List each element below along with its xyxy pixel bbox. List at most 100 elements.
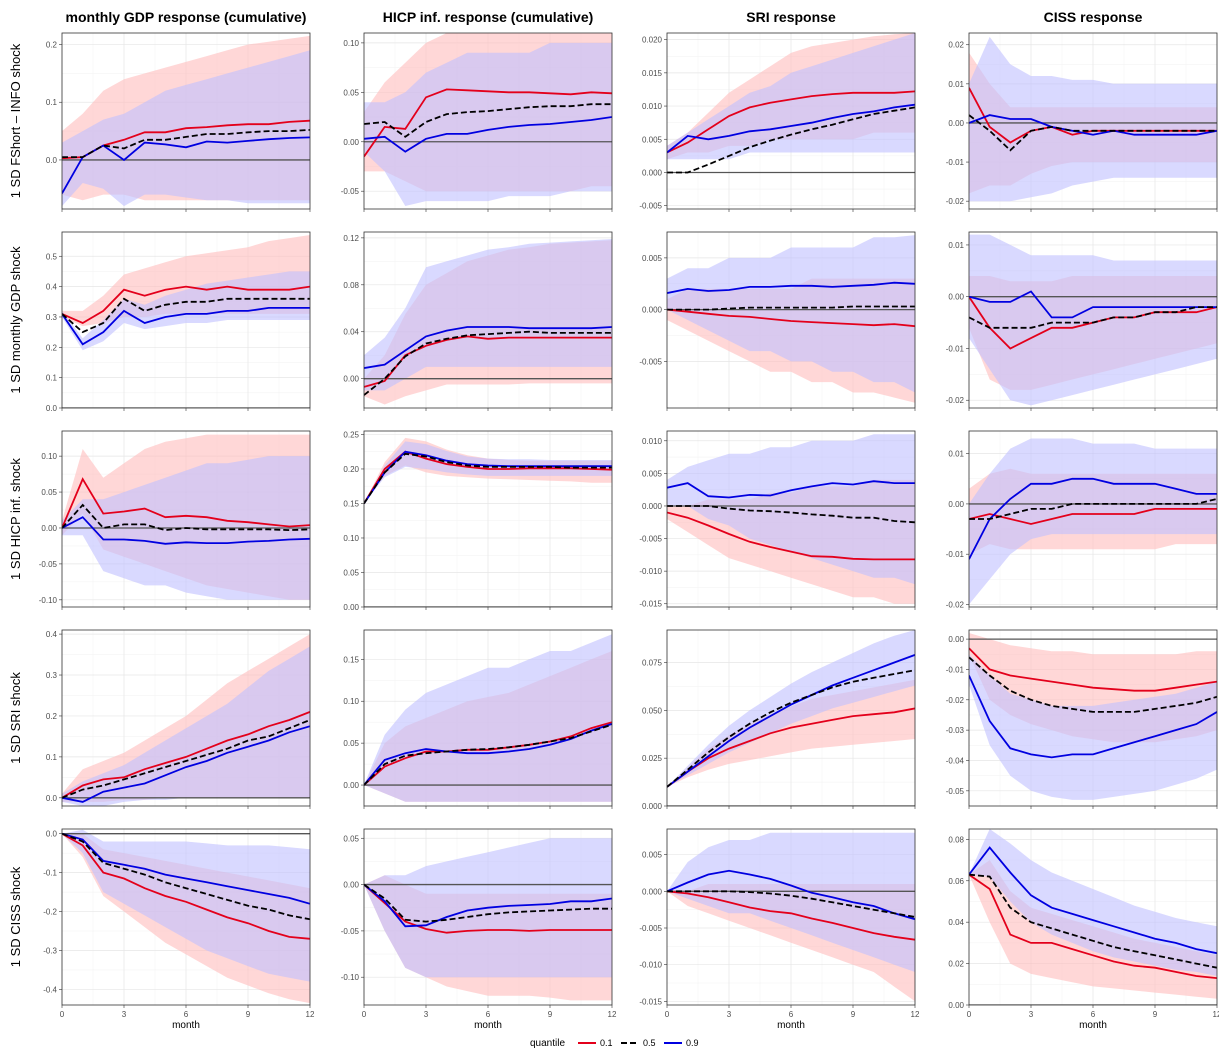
- panel-r2-c2: -0.015 -0.010 -0.005 0.000 0.005 0.010: [639, 430, 916, 610]
- y-tick-label: -0.01: [946, 344, 965, 353]
- line-q01: [62, 285, 310, 325]
- y-tick-label: 0.5: [46, 252, 58, 261]
- y-tick-label: 0.01: [948, 450, 964, 459]
- y-tick-label: 0.020: [642, 36, 663, 45]
- y-tick-label: 0.0: [46, 830, 58, 839]
- y-tick-label: 0.005: [642, 135, 663, 144]
- y-tick-label: 0.10: [343, 39, 359, 48]
- y-tick-label: 0.00: [343, 375, 359, 384]
- y-tick-label: 0.3: [46, 671, 58, 680]
- line-q01: [969, 873, 1217, 979]
- panel-r2-c3: -0.02 -0.01 0.00 0.01: [946, 430, 1218, 610]
- line-q09: [667, 103, 915, 154]
- line-q05: [364, 452, 612, 504]
- y-tick-label: -0.015: [639, 600, 662, 609]
- y-tick-label: 0.00: [948, 500, 964, 509]
- row-title-4: 1 SD CISS shock: [8, 866, 23, 967]
- y-tick-label: 0.1: [46, 753, 58, 762]
- line-q05: [969, 873, 1217, 969]
- panel-r1-c3: -0.02 -0.01 0.00 0.01: [946, 231, 1218, 411]
- panel-plot-area: [969, 234, 1217, 406]
- y-tick-label: 0.06: [948, 877, 964, 886]
- y-tick-label: -0.02: [946, 396, 965, 405]
- band-q09: [969, 36, 1217, 202]
- y-tick-label: 0.05: [41, 488, 57, 497]
- y-tick-label: -0.01: [946, 550, 965, 559]
- line-q09: [364, 883, 612, 928]
- line-q09: [969, 846, 1217, 955]
- panel-r4-c0: -0.4 -0.3 -0.2 -0.1 0.0 0 3 6 9 12 month: [43, 828, 315, 1031]
- line-q05: [364, 723, 612, 786]
- panel-r4-c3: 0.00 0.02 0.04 0.06 0.08 0 3 6 9 12 month: [948, 828, 1219, 1031]
- line-q05: [969, 306, 1217, 329]
- y-tick-label: -0.02: [946, 197, 965, 206]
- band-q09: [667, 33, 915, 160]
- line-q09: [667, 654, 915, 788]
- panel-r1-c2: -0.005 0.000 0.005: [639, 231, 916, 411]
- y-tick-label: 0.4: [46, 283, 58, 292]
- line-q09: [667, 281, 915, 294]
- y-tick-label: -0.1: [43, 869, 57, 878]
- band-q01: [667, 679, 915, 787]
- x-axis-label: month: [777, 1020, 805, 1031]
- y-tick-label: 0.2: [46, 712, 58, 721]
- line-q01: [62, 477, 310, 529]
- line-q05: [62, 719, 310, 799]
- y-tick-label: 0.05: [343, 739, 359, 748]
- legend: quantile 0.1 0.5 0.9: [530, 1038, 699, 1049]
- panel-plot-area: [364, 634, 612, 802]
- row-title-2: 1 SD HICP inf. shock: [8, 458, 23, 580]
- y-tick-label: 0.005: [642, 254, 663, 263]
- line-q09: [667, 869, 915, 921]
- panel-plot-area: [969, 438, 1217, 605]
- y-tick-label: 0.000: [642, 168, 663, 177]
- y-tick-label: -0.01: [946, 158, 965, 167]
- y-tick-label: -0.01: [946, 665, 965, 674]
- panel-r2-c1: 0.00 0.05 0.10 0.15 0.20 0.25: [343, 430, 613, 612]
- line-q09: [62, 136, 310, 194]
- line-q01: [667, 707, 915, 788]
- y-tick-label: 0.1: [46, 98, 58, 107]
- x-tick-label: 12: [306, 1010, 315, 1019]
- band-q09: [364, 42, 612, 207]
- y-tick-label: -0.010: [639, 961, 662, 970]
- y-tick-label: -0.05: [341, 187, 360, 196]
- y-tick-label: -0.02: [946, 696, 965, 705]
- row-title-0: 1 SD FShort – INFO shock: [8, 43, 23, 198]
- line-q05: [364, 330, 612, 396]
- y-tick-label: 0.04: [343, 328, 359, 337]
- line-q05: [969, 114, 1217, 152]
- y-tick-label: 0.3: [46, 313, 58, 322]
- row-title-1: 1 SD monthly GDP shock: [8, 246, 23, 394]
- line-q05: [667, 669, 915, 788]
- y-tick-label: 0.08: [948, 835, 964, 844]
- line-q09: [62, 516, 310, 545]
- panel-plot-area: [667, 832, 915, 1002]
- panel-plot-area: [364, 239, 612, 405]
- panel-r0-c2: -0.005 0.000 0.005 0.010 0.015 0.020: [639, 32, 916, 212]
- y-tick-label: 0.00: [343, 881, 359, 890]
- line-q05: [667, 890, 915, 918]
- y-tick-label: 0.2: [46, 343, 58, 352]
- y-tick-label: 0.15: [343, 499, 359, 508]
- y-tick-label: -0.005: [639, 202, 662, 211]
- y-tick-label: -0.03: [946, 726, 965, 735]
- line-q05: [667, 106, 915, 174]
- y-tick-label: 0.000: [642, 306, 663, 315]
- row-titles: 1 SD FShort – INFO shock 1 SD monthly GDP…: [8, 43, 23, 967]
- line-q01: [969, 508, 1217, 525]
- x-tick-label: 9: [1153, 1010, 1158, 1019]
- y-tick-label: 0.04: [948, 918, 964, 927]
- x-axis-label: month: [474, 1020, 502, 1031]
- y-tick-label: 0.000: [642, 887, 663, 896]
- x-tick-label: 3: [424, 1010, 429, 1019]
- line-q05: [62, 832, 310, 921]
- line-q09: [667, 480, 915, 499]
- y-tick-label: 0.4: [46, 630, 58, 639]
- x-tick-label: 12: [1213, 1010, 1219, 1019]
- column-title-1: HICP inf. response (cumulative): [383, 9, 594, 25]
- x-tick-label: 9: [246, 1010, 251, 1019]
- y-tick-label: 0.05: [343, 88, 359, 97]
- y-tick-label: 0.010: [642, 437, 663, 446]
- y-tick-label: -0.005: [639, 924, 662, 933]
